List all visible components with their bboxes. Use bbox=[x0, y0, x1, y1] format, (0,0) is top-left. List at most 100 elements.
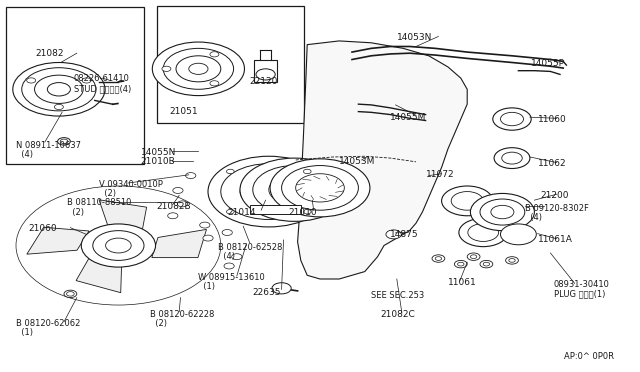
Text: 14055P: 14055P bbox=[531, 59, 565, 68]
Circle shape bbox=[64, 290, 77, 298]
Circle shape bbox=[253, 166, 336, 214]
Circle shape bbox=[458, 262, 464, 266]
Polygon shape bbox=[27, 227, 89, 254]
Text: 14055N: 14055N bbox=[141, 148, 176, 157]
Text: 22635: 22635 bbox=[253, 288, 282, 296]
Circle shape bbox=[82, 78, 91, 83]
Circle shape bbox=[470, 193, 534, 231]
Text: AP:0^ 0P0R: AP:0^ 0P0R bbox=[564, 352, 614, 361]
Text: 11062: 11062 bbox=[538, 159, 566, 168]
Circle shape bbox=[435, 257, 442, 260]
Circle shape bbox=[500, 112, 524, 126]
Circle shape bbox=[467, 253, 480, 260]
Circle shape bbox=[27, 78, 36, 83]
Text: 21200: 21200 bbox=[541, 191, 570, 200]
Text: 08931-30410: 08931-30410 bbox=[554, 280, 609, 289]
Circle shape bbox=[451, 192, 483, 210]
Circle shape bbox=[203, 235, 213, 241]
Circle shape bbox=[506, 257, 518, 264]
Text: N 08911-10637: N 08911-10637 bbox=[16, 141, 81, 150]
Text: (2): (2) bbox=[150, 319, 168, 328]
Text: B 09120-8302F: B 09120-8302F bbox=[525, 204, 589, 213]
Circle shape bbox=[227, 209, 234, 214]
Text: (4): (4) bbox=[525, 213, 542, 222]
Circle shape bbox=[47, 83, 70, 96]
Circle shape bbox=[221, 164, 317, 219]
Text: 22120: 22120 bbox=[250, 77, 278, 86]
Text: 14055M: 14055M bbox=[390, 113, 427, 122]
Circle shape bbox=[35, 75, 83, 103]
Text: V 09340-0010P: V 09340-0010P bbox=[99, 180, 163, 189]
Polygon shape bbox=[76, 257, 122, 293]
Circle shape bbox=[502, 152, 522, 164]
Circle shape bbox=[459, 218, 508, 247]
Bar bbox=[254, 60, 277, 82]
Polygon shape bbox=[298, 41, 467, 279]
Circle shape bbox=[186, 173, 196, 179]
Polygon shape bbox=[152, 230, 207, 257]
Circle shape bbox=[208, 156, 330, 227]
Text: B 08120-62228: B 08120-62228 bbox=[150, 310, 215, 319]
Text: 21014: 21014 bbox=[227, 208, 256, 217]
Circle shape bbox=[106, 238, 131, 253]
Text: 11060: 11060 bbox=[538, 115, 566, 124]
Circle shape bbox=[494, 148, 530, 169]
Circle shape bbox=[210, 52, 219, 57]
Circle shape bbox=[303, 209, 311, 214]
Circle shape bbox=[210, 81, 219, 86]
Circle shape bbox=[232, 254, 242, 260]
Circle shape bbox=[500, 224, 536, 245]
Circle shape bbox=[442, 186, 493, 216]
Circle shape bbox=[162, 66, 171, 71]
Circle shape bbox=[493, 108, 531, 130]
Text: (4): (4) bbox=[218, 252, 235, 261]
Text: 11072: 11072 bbox=[426, 170, 454, 179]
Circle shape bbox=[386, 230, 401, 239]
Circle shape bbox=[256, 69, 275, 80]
Circle shape bbox=[222, 230, 232, 235]
Text: 21082: 21082 bbox=[35, 49, 64, 58]
Circle shape bbox=[480, 260, 493, 268]
Text: SEE SEC.253: SEE SEC.253 bbox=[371, 291, 424, 300]
Circle shape bbox=[13, 62, 105, 116]
Circle shape bbox=[177, 201, 188, 207]
Circle shape bbox=[270, 159, 370, 217]
Bar bbox=[6, 7, 144, 164]
Bar bbox=[157, 6, 304, 123]
Circle shape bbox=[93, 231, 144, 260]
Circle shape bbox=[296, 174, 344, 202]
Circle shape bbox=[227, 169, 234, 174]
Circle shape bbox=[81, 224, 156, 267]
Text: (2): (2) bbox=[99, 189, 116, 198]
Circle shape bbox=[491, 205, 514, 219]
Text: 21082C: 21082C bbox=[381, 310, 415, 319]
Circle shape bbox=[189, 63, 208, 74]
Text: 21082B: 21082B bbox=[157, 202, 191, 211]
Text: 21060: 21060 bbox=[29, 224, 58, 233]
Circle shape bbox=[272, 283, 291, 294]
Text: B 08120-62062: B 08120-62062 bbox=[16, 319, 81, 328]
Circle shape bbox=[224, 263, 234, 269]
Circle shape bbox=[176, 56, 221, 82]
Circle shape bbox=[483, 262, 490, 266]
Text: (2): (2) bbox=[67, 208, 84, 217]
Circle shape bbox=[240, 175, 298, 208]
Polygon shape bbox=[99, 200, 147, 231]
Text: 14053N: 14053N bbox=[397, 33, 432, 42]
Text: STUD スタッド(4): STUD スタッド(4) bbox=[74, 85, 131, 94]
Text: (1): (1) bbox=[16, 328, 33, 337]
Circle shape bbox=[240, 158, 349, 221]
Text: 21010B: 21010B bbox=[141, 157, 175, 166]
Text: (4): (4) bbox=[16, 150, 33, 159]
Circle shape bbox=[432, 255, 445, 262]
Text: 11061: 11061 bbox=[448, 278, 477, 287]
Circle shape bbox=[480, 199, 525, 225]
Circle shape bbox=[163, 48, 234, 89]
Bar bbox=[250, 205, 301, 214]
Circle shape bbox=[269, 175, 320, 205]
Text: 14053M: 14053M bbox=[339, 157, 376, 166]
Text: B 08120-62528: B 08120-62528 bbox=[218, 243, 282, 252]
Circle shape bbox=[509, 259, 515, 262]
Text: 11061A: 11061A bbox=[538, 235, 572, 244]
Circle shape bbox=[58, 138, 70, 145]
